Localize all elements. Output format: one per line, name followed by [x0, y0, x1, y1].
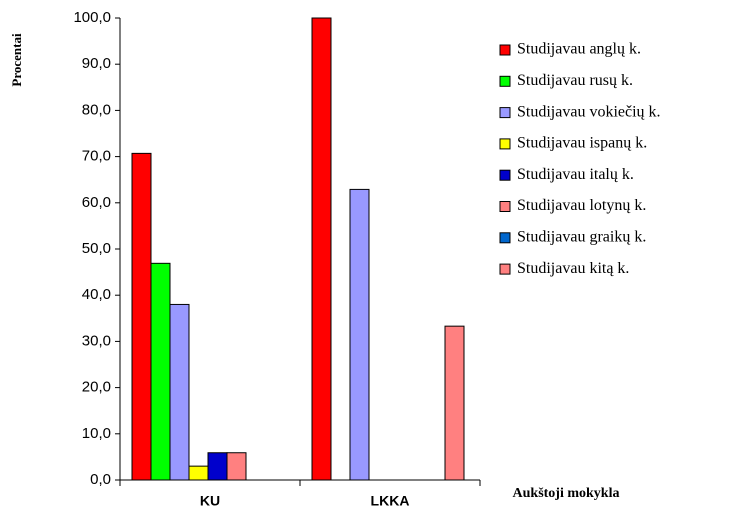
legend-label: Studijavau rusų k. [517, 72, 633, 89]
legend-label: Studijavau ispanų k. [517, 135, 647, 152]
bar [188, 465, 209, 481]
y-tick-label: 20,0 [82, 379, 111, 396]
x-tick-label: LKKA [371, 493, 410, 509]
y-tick-label: 0,0 [90, 471, 111, 488]
bar [444, 325, 465, 481]
x-tick-label: KU [200, 493, 220, 509]
y-axis-label: Procentai [9, 33, 24, 87]
y-tick-label: 60,0 [82, 194, 111, 211]
legend-label: Studijavau vokiečių k. [517, 103, 661, 120]
bar [349, 188, 370, 481]
legend-swatch [499, 138, 511, 150]
legend-swatch [499, 44, 511, 56]
y-tick-label: 10,0 [82, 425, 111, 442]
legend-label: Studijavau kitą k. [517, 260, 629, 277]
legend-swatch [499, 107, 511, 119]
y-tick-label: 70,0 [82, 148, 111, 165]
bar [169, 303, 190, 481]
legend-label: Studijavau anglų k. [517, 41, 641, 58]
y-tick-label: 50,0 [82, 240, 111, 257]
x-axis-label: Aukštoji mokykla [513, 486, 620, 501]
legend-label: Studijavau graikų k. [517, 228, 646, 245]
bar [226, 452, 247, 481]
legend-swatch [499, 75, 511, 87]
legend-swatch [499, 201, 511, 212]
y-tick-label: 30,0 [82, 332, 111, 349]
legend-label: Studijavau lotynų k. [517, 197, 646, 214]
y-tick-label: 80,0 [82, 101, 111, 118]
legend-swatch [499, 263, 511, 275]
legend-swatch [499, 232, 511, 244]
bar [311, 17, 332, 481]
legend-label: Studijavau italų k. [517, 166, 634, 183]
legend-swatch [499, 169, 511, 181]
bar [131, 152, 152, 481]
bar [150, 262, 171, 481]
y-tick-label: 40,0 [82, 286, 111, 303]
y-tick-label: 90,0 [82, 55, 111, 72]
bar [207, 452, 228, 481]
y-tick-label: 100,0 [73, 9, 111, 26]
